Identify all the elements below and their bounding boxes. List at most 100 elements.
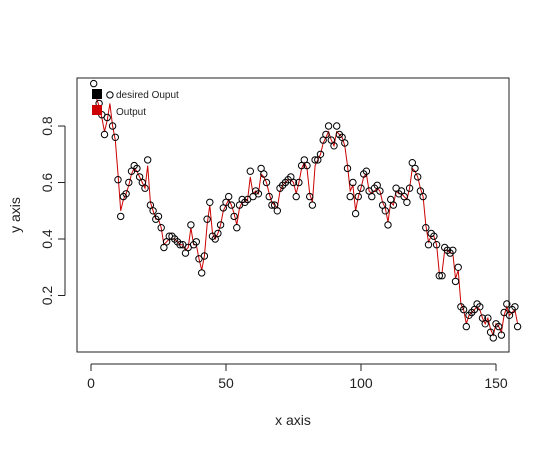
data-point bbox=[308, 201, 317, 209]
data-point bbox=[203, 215, 211, 223]
data-point bbox=[306, 192, 314, 201]
data-point bbox=[357, 184, 365, 192]
output-line bbox=[93, 89, 519, 337]
data-point bbox=[100, 130, 109, 139]
data-point bbox=[449, 246, 457, 255]
data-point bbox=[322, 130, 330, 139]
data-point bbox=[451, 277, 460, 286]
data-point bbox=[419, 192, 427, 201]
data-point bbox=[495, 322, 503, 331]
output-series bbox=[93, 89, 519, 337]
y-tick-label: 0.8 bbox=[39, 116, 55, 136]
x-axis-title: x axis bbox=[275, 412, 311, 428]
data-point bbox=[227, 201, 236, 209]
data-point bbox=[414, 173, 422, 181]
data-point bbox=[187, 221, 195, 229]
legend-label-output: Output bbox=[116, 107, 146, 118]
data-point bbox=[381, 207, 389, 215]
data-point bbox=[295, 178, 303, 187]
data-point bbox=[103, 113, 111, 122]
data-point bbox=[289, 178, 298, 187]
data-point bbox=[424, 241, 433, 249]
y-axis: 0.2 0.4 0.6 0.8 bbox=[39, 116, 66, 306]
data-point bbox=[351, 209, 360, 218]
data-point bbox=[206, 198, 214, 207]
data-point bbox=[405, 184, 414, 192]
data-point bbox=[154, 212, 163, 221]
x-tick-label: 100 bbox=[349, 375, 373, 391]
data-point bbox=[254, 190, 263, 198]
data-point bbox=[376, 187, 384, 195]
legend: desired Ouput Output bbox=[92, 89, 179, 118]
data-point bbox=[303, 161, 311, 170]
data-point bbox=[111, 133, 120, 142]
data-point bbox=[230, 212, 238, 221]
data-point bbox=[125, 178, 133, 187]
data-point bbox=[133, 164, 141, 173]
x-tick-label: 0 bbox=[87, 375, 95, 391]
data-point bbox=[316, 150, 325, 159]
y-tick-label: 0.4 bbox=[39, 229, 55, 249]
y-tick-label: 0.6 bbox=[39, 173, 55, 193]
legend-swatch-desired bbox=[92, 89, 102, 99]
data-point bbox=[324, 122, 333, 130]
desired-output-series bbox=[90, 79, 522, 342]
data-point bbox=[108, 122, 117, 130]
data-point bbox=[265, 192, 273, 201]
data-point bbox=[216, 221, 225, 229]
data-point bbox=[90, 79, 98, 88]
data-point bbox=[503, 300, 511, 308]
data-point bbox=[346, 192, 354, 201]
data-point bbox=[432, 241, 441, 249]
data-point bbox=[362, 167, 371, 175]
y-axis-title: y axis bbox=[7, 197, 23, 233]
data-point bbox=[200, 252, 209, 260]
data-point bbox=[354, 192, 362, 201]
data-point bbox=[384, 221, 392, 229]
data-point bbox=[454, 263, 462, 271]
y-tick-label: 0.2 bbox=[39, 286, 55, 306]
data-point bbox=[144, 156, 152, 164]
data-point bbox=[198, 269, 206, 277]
data-point bbox=[176, 241, 184, 249]
data-point bbox=[268, 201, 276, 209]
data-point bbox=[292, 192, 300, 201]
data-point bbox=[343, 164, 352, 173]
x-tick-label: 150 bbox=[484, 375, 508, 391]
data-point bbox=[476, 303, 484, 311]
data-point bbox=[511, 303, 519, 311]
data-point bbox=[430, 232, 438, 240]
data-point bbox=[192, 238, 201, 246]
data-point bbox=[497, 331, 506, 339]
data-point bbox=[411, 164, 419, 173]
legend-label-desired: desired Ouput bbox=[116, 90, 179, 101]
data-point bbox=[117, 212, 125, 221]
data-point bbox=[114, 176, 122, 184]
data-point bbox=[459, 305, 468, 314]
data-point bbox=[462, 322, 470, 331]
data-point bbox=[157, 224, 165, 232]
data-point bbox=[330, 142, 338, 150]
data-point bbox=[489, 334, 497, 342]
data-point bbox=[311, 156, 319, 164]
data-point bbox=[484, 314, 492, 322]
data-point bbox=[225, 192, 233, 201]
x-axis: 0 50 100 150 bbox=[87, 363, 508, 391]
data-point bbox=[233, 224, 241, 232]
data-point bbox=[262, 178, 271, 187]
data-point bbox=[214, 229, 222, 238]
data-point bbox=[403, 198, 411, 207]
data-point bbox=[422, 224, 430, 232]
plot-frame bbox=[76, 77, 510, 353]
data-point bbox=[106, 91, 114, 99]
legend-swatch-output bbox=[92, 105, 102, 115]
data-point bbox=[389, 201, 398, 209]
data-point bbox=[438, 272, 446, 280]
data-point bbox=[273, 207, 281, 215]
data-point bbox=[513, 322, 522, 331]
data-point bbox=[333, 122, 341, 130]
data-point bbox=[341, 139, 349, 147]
data-point bbox=[122, 190, 130, 198]
data-point bbox=[435, 272, 443, 280]
